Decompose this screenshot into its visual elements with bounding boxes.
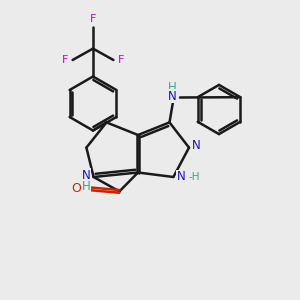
Text: N: N (192, 139, 201, 152)
Text: F: F (118, 55, 124, 65)
Text: N: N (192, 139, 201, 152)
Text: F: F (61, 55, 68, 65)
Text: F: F (61, 55, 68, 65)
Text: H: H (82, 180, 91, 193)
Text: O: O (72, 182, 81, 195)
Text: F: F (90, 14, 96, 25)
Text: O: O (72, 182, 81, 195)
Text: N: N (176, 170, 185, 184)
Text: H: H (82, 180, 91, 193)
Text: N: N (82, 169, 91, 182)
Text: H: H (168, 81, 177, 94)
Text: N: N (168, 89, 177, 103)
Text: H: H (168, 81, 177, 94)
Text: F: F (90, 14, 96, 25)
Text: N: N (168, 89, 177, 103)
Text: -H: -H (188, 172, 200, 182)
Text: N: N (82, 169, 91, 182)
Text: -H: -H (188, 172, 200, 182)
Text: F: F (118, 55, 124, 65)
Text: N: N (176, 170, 185, 184)
